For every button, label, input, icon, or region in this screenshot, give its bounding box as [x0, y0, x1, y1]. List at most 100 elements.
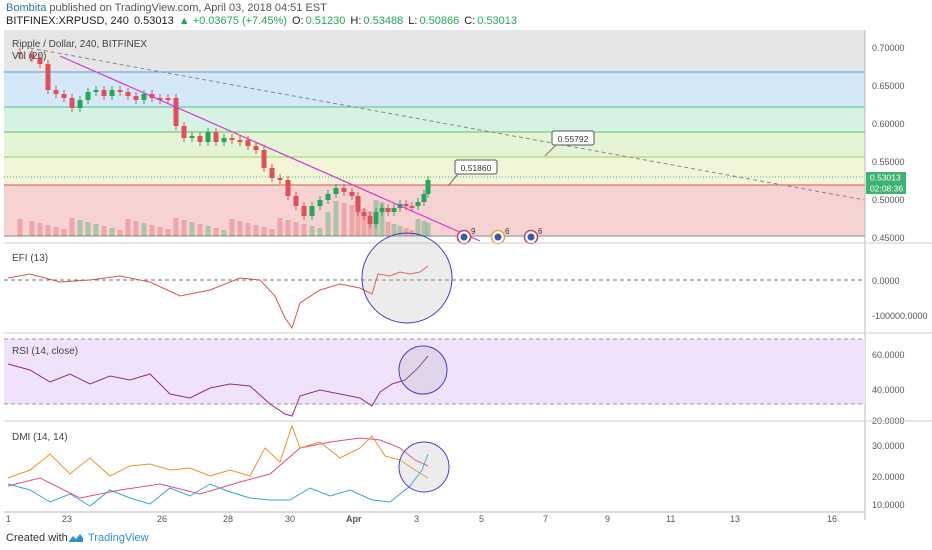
- countdown-tag-text: 02:08:36: [870, 184, 903, 194]
- efi-line: [7, 265, 429, 330]
- time-axis[interactable]: 1 23 26 28 30 Apr 3 5 7 9 11 13 16: [6, 514, 837, 524]
- callout-2-leader: [544, 144, 557, 157]
- callout-2-text: 0.55792: [558, 134, 589, 144]
- candle: [245, 140, 251, 146]
- volume-bar: [349, 205, 355, 236]
- trend-line-dashed[interactable]: [29, 47, 866, 201]
- candle: [221, 138, 227, 142]
- callout-1[interactable]: 0.51860: [454, 159, 498, 175]
- volume-bar: [149, 225, 155, 236]
- x-tick: 30: [285, 514, 295, 524]
- chart-canvas[interactable]: 0.51860 0.55792 9 6 6 Ripple / Dollar, 2…: [0, 28, 932, 528]
- candle: [85, 92, 91, 100]
- rsi-line: [7, 355, 429, 417]
- volume-bar: [355, 207, 361, 236]
- efi-pane[interactable]: EFI (13) 0.0000 -100000.0000: [4, 232, 928, 330]
- candle: [367, 216, 373, 224]
- candle: [425, 180, 431, 194]
- candle: [45, 64, 51, 90]
- dmi-pane[interactable]: DMI (14, 14) 30.0000 20.0000 10.0000: [7, 424, 905, 510]
- candle: [403, 204, 409, 206]
- main-pane[interactable]: 0.51860 0.55792 9 6 6 Ripple / Dollar, 2…: [4, 30, 906, 520]
- volume-bar: [173, 218, 179, 236]
- volume-bar: [213, 228, 219, 236]
- callout-1-leader: [447, 173, 459, 187]
- highlight-ellipse[interactable]: [361, 232, 453, 324]
- volume-bar: [29, 221, 35, 236]
- event-marker-2[interactable]: 6: [490, 227, 511, 245]
- volume-bar: [197, 224, 203, 236]
- candle: [277, 178, 283, 180]
- volume-bar: [157, 227, 163, 236]
- volume-bar: [69, 218, 75, 236]
- x-tick: 7: [543, 514, 548, 524]
- highlight-ellipse[interactable]: [398, 441, 450, 493]
- trend-line-down[interactable]: [59, 55, 481, 242]
- volume-bar: [277, 218, 283, 236]
- candle: [181, 126, 187, 138]
- rsi-pane[interactable]: RSI (14, close) 60.0000 40.0000 20.0000: [4, 338, 905, 426]
- candle: [173, 98, 179, 126]
- event-marker-1[interactable]: 9: [456, 227, 477, 245]
- candle: [53, 90, 59, 94]
- candle: [341, 188, 347, 192]
- y-tick: 0.45000: [872, 233, 905, 243]
- candles: [17, 48, 431, 228]
- volume-bar: [237, 221, 243, 236]
- symbol-label: BITFINEX:XRPUSD, 240: [6, 15, 129, 27]
- event-count: 6: [538, 227, 543, 236]
- tradingview-link[interactable]: TradingView: [88, 532, 149, 544]
- author-link[interactable]: Bombita: [6, 2, 47, 14]
- volume-bar: [391, 224, 397, 236]
- candle: [421, 194, 427, 202]
- candle: [253, 146, 259, 150]
- last-price-tag-text: 0.53013: [870, 173, 901, 183]
- volume-label: Vol (20): [12, 51, 46, 62]
- x-tick: 9: [605, 514, 610, 524]
- volume-bar: [93, 224, 99, 236]
- candle: [133, 96, 139, 100]
- candle: [237, 140, 243, 142]
- flag-dot-icon: [494, 233, 502, 241]
- efi-title: EFI (13): [12, 253, 48, 264]
- tradingview-logo-icon: [69, 534, 83, 542]
- volume-bar: [403, 228, 409, 236]
- volume-bar: [117, 230, 123, 236]
- volume-bar: [45, 225, 51, 236]
- candle: [333, 188, 339, 194]
- fib-band-green: [4, 107, 865, 132]
- volume-bar: [333, 201, 339, 236]
- dmi-y-tick: 10.0000: [872, 500, 905, 510]
- callout-2[interactable]: 0.55792: [551, 130, 595, 146]
- ohlc-line: BITFINEX:XRPUSD, 240 0.53013 ▲ +0.03675 …: [6, 15, 519, 27]
- candle: [293, 196, 299, 206]
- x-tick: 13: [730, 514, 740, 524]
- volume-bar: [125, 219, 131, 236]
- y-tick: 0.70000: [872, 43, 905, 53]
- publish-line: Bombita published on TradingView.com, Ap…: [6, 2, 327, 14]
- callout-2-box: [551, 130, 595, 146]
- y-tick: 0.60000: [872, 119, 905, 129]
- candle: [301, 206, 307, 216]
- efi-y-tick: -100000.0000: [872, 311, 928, 321]
- candle: [373, 212, 379, 224]
- volume-bar: [53, 227, 59, 236]
- candle: [379, 208, 385, 212]
- highlight-ellipse[interactable]: [398, 345, 448, 395]
- candle: [285, 180, 291, 196]
- rsi-y-tick: 60.0000: [872, 350, 905, 360]
- candle: [415, 202, 421, 206]
- x-tick: Apr: [346, 514, 362, 524]
- candle: [309, 206, 315, 216]
- efi-y-tick: 0.0000: [872, 276, 900, 286]
- volume-bar: [397, 226, 403, 236]
- candle: [109, 90, 115, 96]
- callout-1-text: 0.51860: [461, 163, 492, 173]
- candle: [77, 100, 83, 108]
- volume-bar: [109, 228, 115, 236]
- volume-bar: [285, 220, 291, 236]
- flag-dot-icon: [527, 233, 535, 241]
- main-y-axis[interactable]: 0.70000 0.65000 0.60000 0.55000 0.50000 …: [872, 43, 905, 243]
- event-marker-3[interactable]: 6: [523, 227, 544, 245]
- x-tick: 11: [666, 514, 675, 524]
